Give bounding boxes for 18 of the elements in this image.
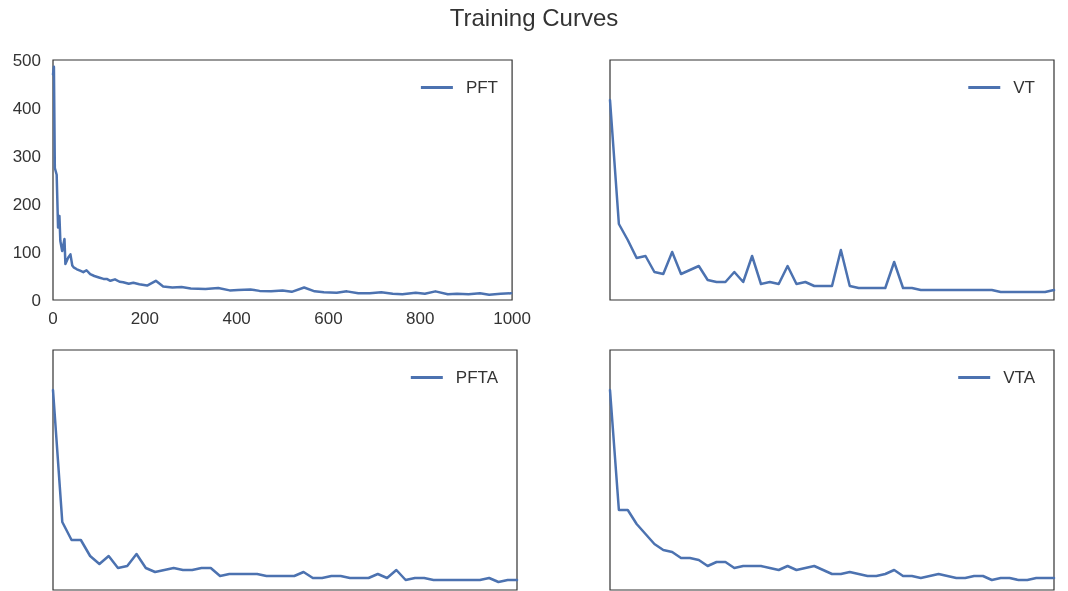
y-tick-label: 200 <box>12 194 41 214</box>
legend-label: VTA <box>1003 368 1036 387</box>
x-tick-label: 1000 <box>493 309 531 328</box>
y-tick-label: 100 <box>12 242 41 262</box>
y-tick-label: 0 <box>31 290 41 310</box>
x-tick-label: 200 <box>130 309 160 328</box>
y-tick-label: 300 <box>12 146 41 166</box>
y-tick-label: 400 <box>12 98 41 118</box>
x-tick-label: 600 <box>314 309 343 328</box>
x-tick-label: 800 <box>406 309 435 328</box>
x-tick-label: 0 <box>48 309 58 328</box>
x-tick-label: 400 <box>222 309 251 328</box>
line-series <box>51 65 513 296</box>
legend-label: PFTA <box>455 368 499 387</box>
legend-label: VT <box>1013 78 1036 97</box>
y-tick-label: 500 <box>12 50 41 70</box>
legend-label: PFT <box>465 78 498 97</box>
chart-title: Training Curves <box>448 4 620 32</box>
